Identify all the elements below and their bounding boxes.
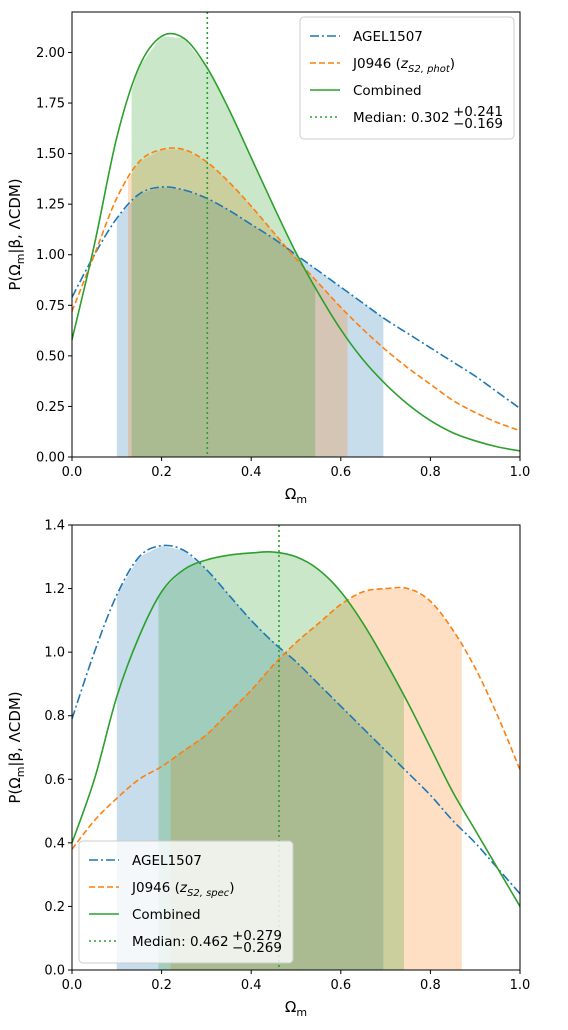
series-line-2 xyxy=(71,32,521,452)
y-tick-label: 1.4 xyxy=(44,519,65,534)
y-tick-label: 1.00 xyxy=(36,248,65,263)
y-axis-label: P(Ωm|β, ΛCDM) xyxy=(6,691,27,803)
series-line-0 xyxy=(71,544,521,895)
chart-panel-top: 0.0 0.2 0.4 0.6 0.8 1.0 0.00 0.25 0.50 0.75 1.00 1.… xyxy=(6,11,531,506)
series-line-1 xyxy=(71,586,521,850)
x-tick-label: 0.2 xyxy=(151,978,172,993)
y-tick-label: 0.4 xyxy=(44,836,65,851)
y-tick-label: 0.2 xyxy=(44,900,65,915)
credible-region-0 xyxy=(116,187,384,457)
x-tick-label: 0.2 xyxy=(151,465,172,480)
x-tick-label: 0.0 xyxy=(62,465,83,480)
y-tick-label: 0.75 xyxy=(36,299,65,314)
series-line-1 xyxy=(71,147,521,432)
y-tick-label: 1.2 xyxy=(44,582,65,597)
y-tick-label: 0.00 xyxy=(36,451,65,466)
credible-region-2 xyxy=(131,36,316,458)
legend-label-median: Median: 0.302 xyxy=(353,110,450,126)
y-tick-label: 0.25 xyxy=(36,400,65,415)
y-tick-label: 1.75 xyxy=(36,97,65,112)
legend-median-sup: +0.241 xyxy=(453,104,503,120)
legend-label-j0946: J0946 (zS2, spec) xyxy=(131,880,235,899)
chart-panel-bottom: 0.0 0.2 0.4 0.6 0.8 1.0 0.0 0.2 0.4 0.6 0.8 1.0 1.2 1… xyxy=(6,519,530,1020)
x-tick-label: 0.4 xyxy=(241,978,262,993)
y-tick-label: 1.50 xyxy=(36,147,65,162)
y-tick-label: 1.25 xyxy=(36,198,65,213)
legend: AGEL1507 J0946 (zS2, phot) Combined Median:… xyxy=(299,16,515,140)
legend-box xyxy=(299,16,515,140)
legend-median-sub: −0.269 xyxy=(232,940,282,956)
x-tick-label: 0.4 xyxy=(241,465,262,480)
y-tick-label: 1.0 xyxy=(44,646,65,661)
x-tick-label: 0.8 xyxy=(420,978,441,993)
legend-label-combined: Combined xyxy=(132,907,201,923)
x-tick-label: 0.8 xyxy=(420,465,441,480)
x-tick-label: 1.0 xyxy=(510,465,531,480)
legend-label-j0946: J0946 (zS2, phot) xyxy=(352,56,455,75)
legend-label-agel: AGEL1507 xyxy=(132,853,202,869)
legend-median-sub: −0.169 xyxy=(453,116,503,132)
y-tick-label: 2.00 xyxy=(36,46,65,61)
legend-median-sup: +0.279 xyxy=(232,928,282,944)
series-line-2 xyxy=(71,551,521,907)
y-tick-label: 0.50 xyxy=(36,349,65,364)
legend-label-combined: Combined xyxy=(353,83,422,99)
axes-frame xyxy=(71,524,521,971)
x-tick-label: 1.0 xyxy=(510,978,531,993)
credible-region-1 xyxy=(128,149,348,458)
legend-label-median: Median: 0.462 xyxy=(132,934,229,950)
y-tick-label: 0.6 xyxy=(44,773,65,788)
legend: AGEL1507 J0946 (zS2, spec) Combined Median:… xyxy=(78,840,294,964)
x-tick-label: 0.0 xyxy=(62,978,83,993)
y-axis-label: P(Ωm|β, ΛCDM) xyxy=(6,178,27,290)
series-line-0 xyxy=(71,186,521,410)
y-tick-label: 0.0 xyxy=(44,964,65,979)
legend-label-agel: AGEL1507 xyxy=(353,29,423,45)
x-axis-label: Ωm xyxy=(285,998,307,1019)
axes-frame xyxy=(71,11,521,458)
x-axis-label: Ωm xyxy=(285,485,307,506)
x-tick-label: 0.6 xyxy=(330,465,351,480)
x-tick-label: 0.6 xyxy=(330,978,351,993)
y-tick-label: 0.8 xyxy=(44,709,65,724)
legend-box xyxy=(78,840,294,964)
